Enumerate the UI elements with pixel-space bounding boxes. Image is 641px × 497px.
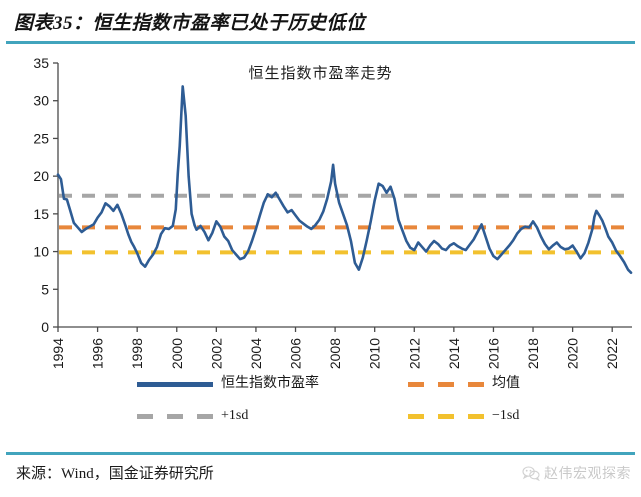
svg-text:2006: 2006 — [288, 338, 304, 369]
svg-text:2020: 2020 — [565, 338, 581, 369]
legend-item-series: 恒生指数市盈率 — [137, 377, 319, 391]
top-divider — [6, 41, 635, 44]
legend-label-plus1sd: +1sd — [221, 408, 249, 423]
svg-text:2010: 2010 — [367, 338, 383, 369]
svg-text:10: 10 — [33, 244, 49, 260]
legend-swatch-minus1sd — [408, 413, 484, 419]
legend-swatch-plus1sd — [137, 413, 213, 419]
source-note: 来源：Wind，国金证券研究所 — [16, 466, 214, 482]
svg-text:2018: 2018 — [525, 338, 541, 369]
svg-text:2014: 2014 — [446, 338, 462, 369]
svg-text:1996: 1996 — [90, 338, 106, 369]
svg-text:2002: 2002 — [208, 338, 224, 369]
svg-text:0: 0 — [41, 319, 49, 335]
svg-text:5: 5 — [41, 281, 49, 297]
legend-label-series: 恒生指数市盈率 — [221, 376, 319, 391]
wechat-icon — [522, 465, 540, 481]
svg-text:1998: 1998 — [129, 338, 145, 369]
svg-text:2016: 2016 — [485, 338, 501, 369]
chart-title: 恒生指数市盈率走势 — [248, 66, 393, 82]
svg-text:25: 25 — [33, 130, 49, 146]
legend-item-plus1sd: +1sd — [137, 409, 248, 423]
svg-text:2004: 2004 — [248, 338, 264, 369]
watermark-label: 赵伟宏观探索 — [544, 467, 631, 482]
svg-text:2008: 2008 — [327, 338, 343, 369]
legend-item-mean: 均值 — [408, 377, 520, 391]
watermark: 赵伟宏观探索 — [522, 463, 631, 483]
svg-text:35: 35 — [33, 55, 49, 71]
legend-label-minus1sd: −1sd — [492, 408, 520, 423]
svg-text:2000: 2000 — [169, 338, 185, 369]
svg-text:1994: 1994 — [50, 338, 66, 369]
svg-text:2012: 2012 — [406, 338, 422, 369]
figure-title: 图表35：恒生指数市盈率已处于历史低位 — [14, 12, 366, 34]
bottom-divider — [6, 452, 635, 455]
line-chart-plot: 0 5 10 15 20 25 30 35 1994 1996 1998 2000 2002 2004 20… — [33, 55, 633, 369]
legend-label-mean: 均值 — [492, 376, 520, 391]
chart-area: 恒生指数市盈率走势 0 5 10 15 20 25 30 35 1994 1996 1998 2000… — [0, 44, 641, 389]
svg-text:2022: 2022 — [604, 338, 620, 369]
svg-text:15: 15 — [33, 206, 49, 222]
svg-text:30: 30 — [33, 93, 49, 109]
legend-swatch-series — [137, 381, 213, 387]
chart-legend: 恒生指数市盈率 均值 +1sd −1sd — [0, 377, 641, 449]
legend-item-minus1sd: −1sd — [408, 409, 519, 423]
legend-swatch-mean — [408, 381, 484, 387]
svg-text:20: 20 — [33, 168, 49, 184]
